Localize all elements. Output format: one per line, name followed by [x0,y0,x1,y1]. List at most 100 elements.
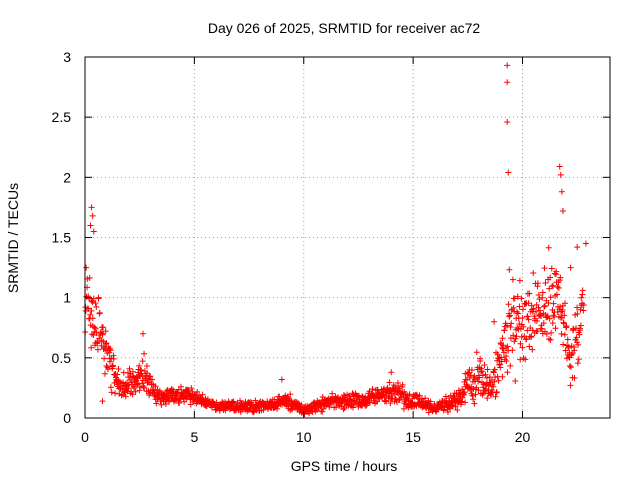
data-point [413,392,420,399]
data-point [524,313,531,320]
data-point [103,363,110,370]
y-tick-label: 1 [63,290,71,306]
data-point [555,285,562,292]
data-point [557,303,564,310]
data-point [107,358,114,365]
data-point [237,408,244,415]
data-point [216,407,223,414]
data-point [534,280,541,287]
data-point [153,400,160,407]
data-point [504,79,511,86]
data-point [490,383,497,390]
data-point [506,312,513,319]
data-point [505,169,512,176]
data-point [136,362,143,369]
y-axis-label: SRMTID / TECUs [5,183,21,293]
data-point [139,330,146,337]
data-point [556,163,563,170]
data-point [546,315,553,322]
data-point [126,365,133,372]
data-point [541,303,548,310]
data-point [528,333,535,340]
data-point [134,381,141,388]
data-point [88,204,95,211]
data-point [515,310,522,317]
data-point [541,302,548,309]
data-point [574,339,580,346]
data-point [550,300,557,307]
data-point [560,341,567,348]
data-point [138,370,145,377]
data-point [89,298,96,305]
data-point [139,380,146,387]
data-point [552,325,559,332]
data-point [503,357,510,364]
grid [85,57,610,418]
data-point [386,379,393,386]
data-point [540,320,547,327]
data-point [519,344,526,351]
data-point [162,400,169,407]
data-point [483,374,490,381]
data-point [260,406,267,413]
data-point [517,356,524,363]
data-point [359,393,366,400]
data-point [549,320,556,327]
data-point [349,404,356,411]
data-point [567,264,574,271]
data-point [181,398,188,405]
data-point [516,303,523,310]
y-tick-label: 2.5 [52,109,72,125]
data-point [497,364,504,371]
data-point [536,296,543,303]
data-point [129,391,136,398]
data-point [513,333,520,340]
data-point [143,362,150,369]
data-point [136,384,143,391]
data-point [295,400,302,407]
data-point [563,322,570,329]
data-point [557,274,564,281]
data-point [565,343,572,350]
data-point [505,301,512,308]
data-point [523,335,530,342]
data-point [458,398,465,405]
data-point [274,405,281,412]
data-point [504,118,511,125]
data-point [542,279,549,286]
data-point [512,378,519,385]
data-point [511,308,518,315]
data-point [513,308,520,315]
data-point [199,391,206,398]
data-point [88,344,95,351]
data-point [400,405,407,412]
data-point [152,383,159,390]
data-point [495,377,502,384]
data-point [329,390,336,397]
data-point [383,398,390,405]
data-point [514,325,521,332]
data-point [521,301,528,308]
data-point [529,346,536,353]
data-point [525,316,532,323]
data-point [131,385,138,392]
x-tick-label: 20 [515,429,531,445]
data-point [491,318,498,325]
data-point [124,388,131,395]
data-point [580,302,587,309]
x-tick-label: 5 [190,429,198,445]
data-point [572,325,579,332]
data-point [454,407,461,414]
data-point [139,358,146,365]
data-point [518,295,525,302]
data-point [509,276,516,283]
data-point [468,367,475,374]
data-point [530,269,537,276]
data-point [579,287,586,294]
data-point [548,329,555,336]
chart-title: Day 026 of 2025, SRMTID for receiver ac7… [208,20,481,36]
data-point [427,398,434,405]
data-point [484,395,491,402]
data-point [459,386,466,393]
